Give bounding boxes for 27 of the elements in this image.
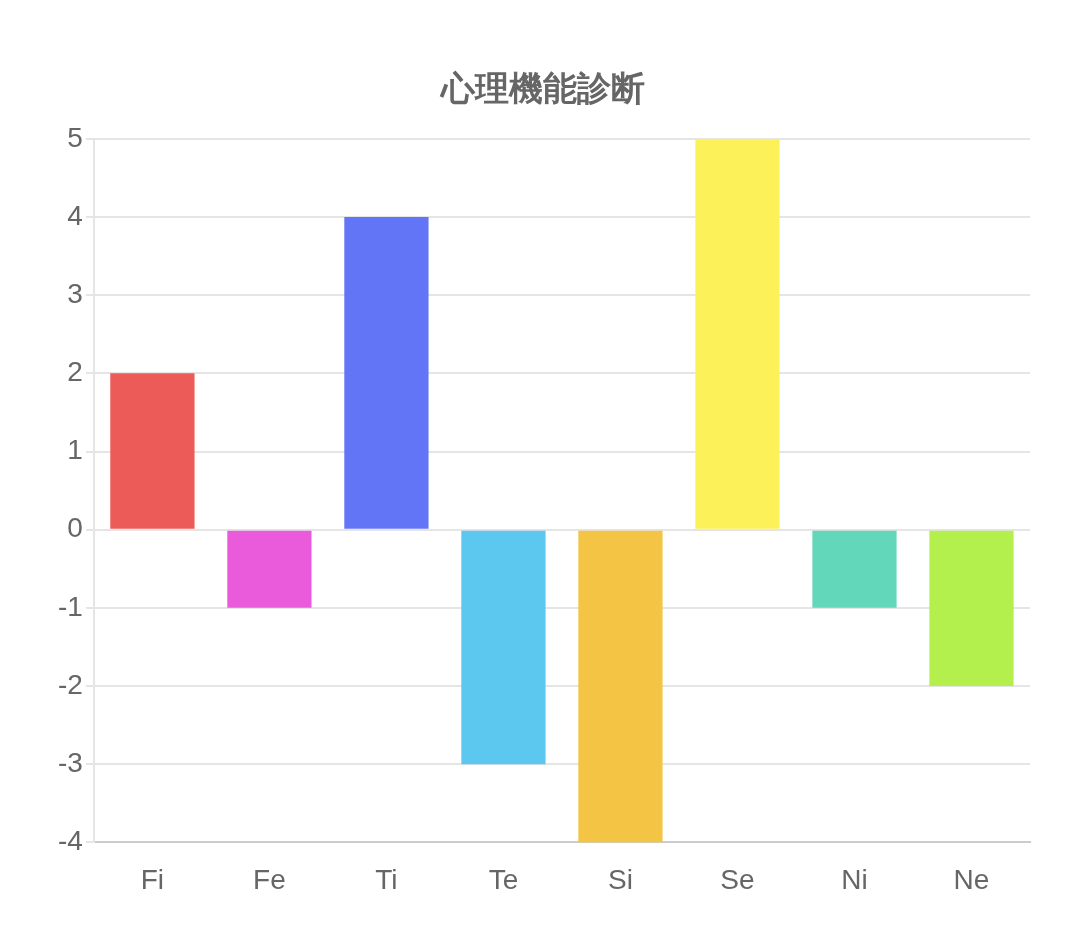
x-tick-label: Te [488,863,519,895]
y-tick-label: 0 [67,512,83,544]
y-tick-label: -1 [57,590,83,622]
bar [695,138,780,529]
bar [461,530,546,765]
y-tick-label: -3 [57,746,83,778]
x-tick-label: Ti [375,863,398,895]
bar [110,373,195,529]
y-tick-label: 4 [67,199,83,231]
bar [812,530,897,608]
x-tick-label: Fi [140,863,165,895]
bar [344,216,429,529]
y-tick-label: -4 [57,825,83,857]
bar [227,530,312,608]
y-tick-label: 3 [67,277,83,309]
x-tick-label: Ni [841,863,868,895]
bar [578,530,663,843]
y-tick-label: 5 [67,121,83,153]
x-tick-label: Ne [953,863,990,895]
bar [929,530,1014,687]
x-tick-label: Si [608,863,633,895]
chart-title: 心理機能診断 [438,68,645,107]
x-tick-label: Se [720,863,755,895]
y-tick-label: -2 [57,668,83,700]
y-tick-label: 1 [67,434,83,466]
x-tick-label: Fe [253,863,286,895]
y-tick-label: 2 [67,356,83,388]
